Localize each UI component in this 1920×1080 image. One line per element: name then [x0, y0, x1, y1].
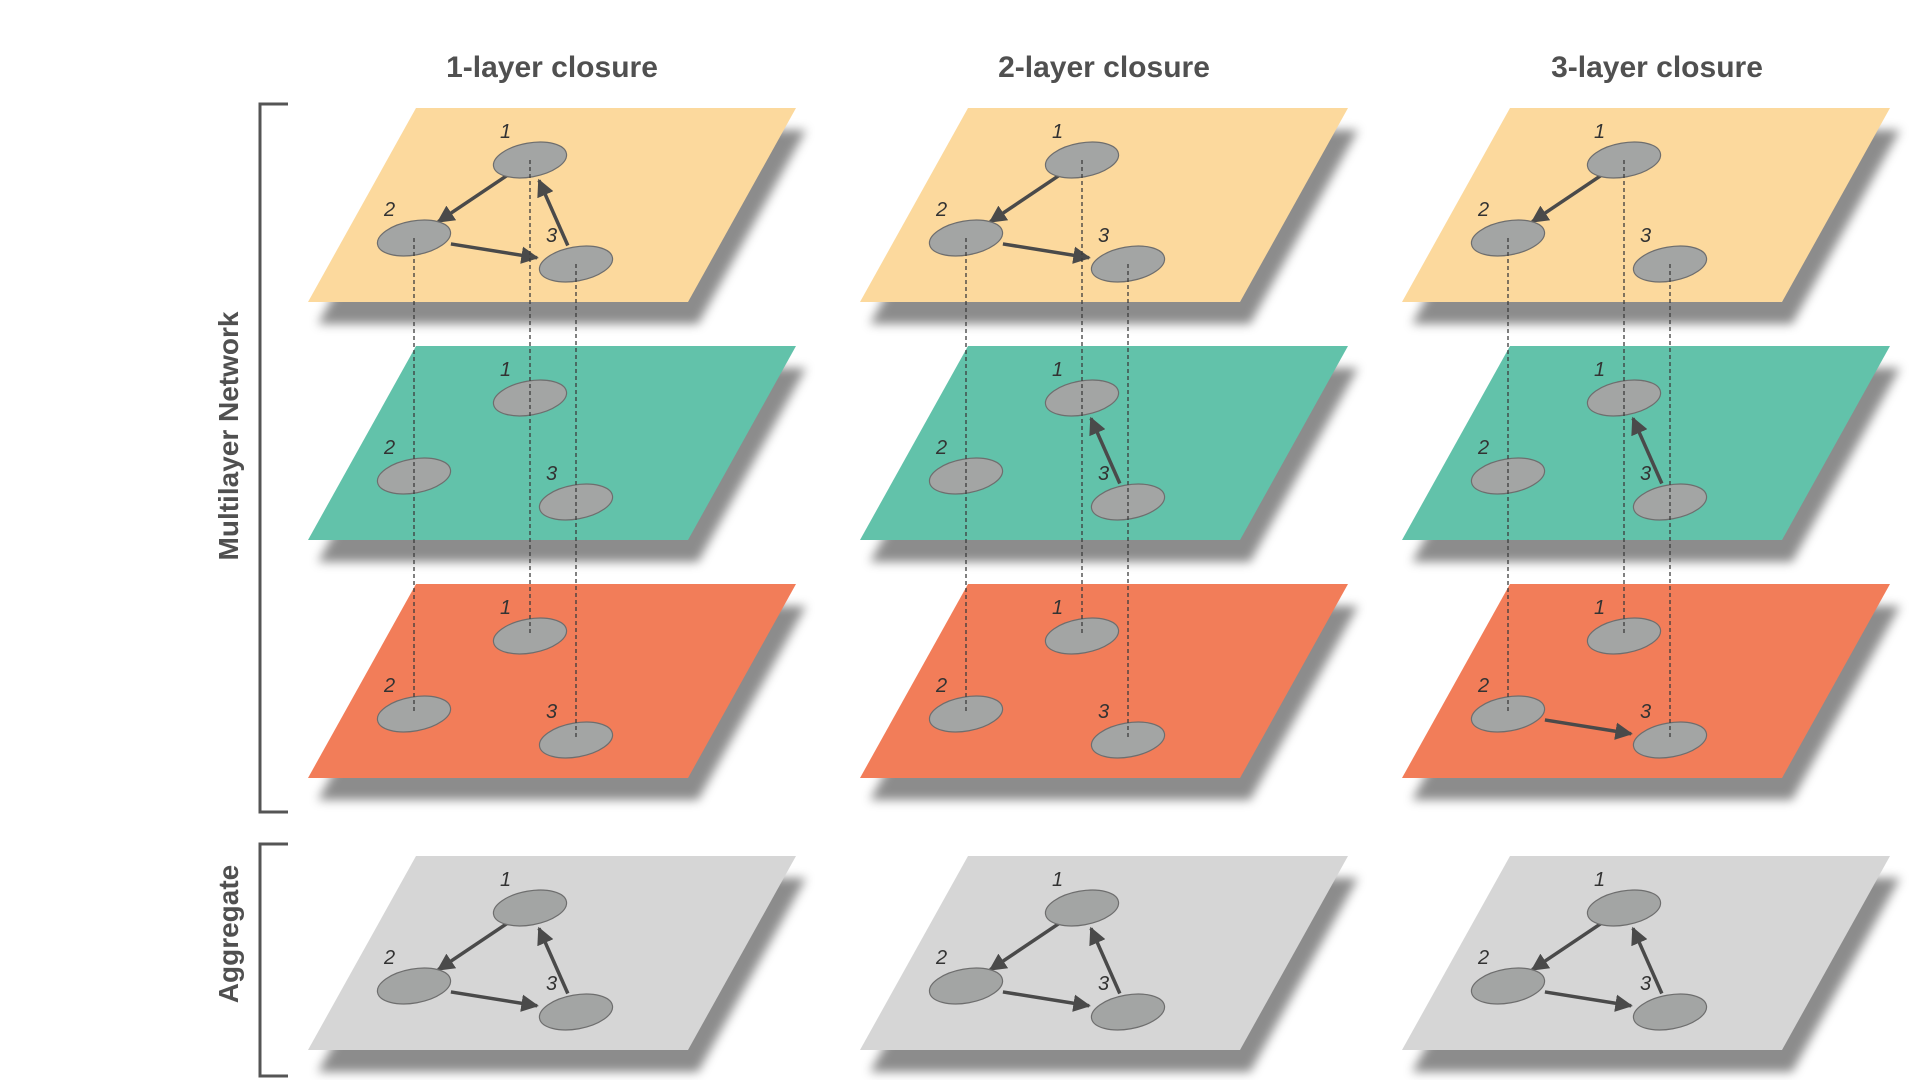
multilayer-label: Multilayer Network: [213, 311, 244, 560]
col1-layer1-node-label-1: 1: [500, 121, 511, 143]
col3-aggregate-node-label-2: 2: [1477, 947, 1489, 969]
col2-layer3-node-3: [1090, 721, 1166, 759]
col1-layer3-node-1: [492, 617, 568, 655]
col1-layer1-plane: [308, 108, 796, 302]
col3-aggregate-node-label-3: 3: [1640, 973, 1651, 995]
col2-layer3-node-2: [928, 695, 1004, 733]
col3-layer3-node-label-2: 2: [1477, 675, 1489, 697]
col2-layer2-node-label-2: 2: [935, 437, 947, 459]
multilayer-bracket: [258, 102, 288, 814]
col2-layer1-edge-1: [988, 173, 1061, 224]
col3-aggregate-node-label-1: 1: [1594, 869, 1605, 891]
col2-aggregate-node-3: [1090, 993, 1166, 1031]
col1-layer3-node-2: [376, 695, 452, 733]
col2-layer1-plane: [860, 108, 1348, 302]
col1-layer2-node-label-2: 2: [383, 437, 395, 459]
col2-layer3-node-1: [1044, 617, 1120, 655]
col3-layer1-node-label-1: 1: [1594, 121, 1605, 143]
col3-layer3-plane: [1402, 584, 1890, 778]
col3-aggregate-node-1: [1586, 889, 1662, 927]
col3-aggregate-node-3: [1632, 993, 1708, 1031]
col1-aggregate-node-2: [376, 967, 452, 1005]
col2-aggregate-plane: [860, 856, 1348, 1050]
col1-layer3-plane: [308, 584, 796, 778]
col1-layer1-node-label-3: 3: [546, 225, 557, 247]
col3-layer2-node-label-2: 2: [1477, 437, 1489, 459]
col3-layer3-edge-1: [1544, 718, 1633, 740]
col3-layer1-node-label-3: 3: [1640, 225, 1651, 247]
column-title-3: 3-layer closure: [1551, 51, 1763, 84]
col3-aggregate-plane: [1402, 856, 1890, 1050]
col1-layer1-edge-1: [436, 173, 509, 224]
col2-layer1-node-label-3: 3: [1098, 225, 1109, 247]
col2-layer2-edge-1: [1089, 416, 1122, 485]
col3-layer3-node-1: [1586, 617, 1662, 655]
col3-layer2-edge-1: [1631, 416, 1664, 485]
column-title-1: 1-layer closure: [446, 51, 658, 84]
col1-aggregate-edge-2: [450, 990, 539, 1012]
panels: 1 2 3 1 2 3 1 2 3 1 2 3 1 2 3 1 2 3 1 2 3 1 2 3 1 2 3 1 2 3 1 2 3 1 2 3: [308, 108, 1900, 1072]
col3-layer3-node-3: [1632, 721, 1708, 759]
col2-aggregate-node-label-3: 3: [1098, 973, 1109, 995]
col1-layer2-node-label-1: 1: [500, 359, 511, 381]
col3-aggregate-edge-1: [1530, 921, 1603, 972]
col1-aggregate-node-label-1: 1: [500, 869, 511, 891]
col2-aggregate-node-2: [928, 967, 1004, 1005]
col3-aggregate-node-2: [1470, 967, 1546, 1005]
col3-layer3-node-2: [1470, 695, 1546, 733]
col3-layer1-node-label-2: 2: [1477, 199, 1489, 221]
col3-layer1-edge-1: [1530, 173, 1603, 224]
col2-aggregate-edge-1: [988, 921, 1061, 972]
col2-layer3-node-label-2: 2: [935, 675, 947, 697]
col3-aggregate-edge-2: [1544, 990, 1633, 1012]
col2-layer1-node-label-1: 1: [1052, 121, 1063, 143]
col2-layer1-edge-2: [1002, 242, 1091, 264]
col2-layer2-node-label-3: 3: [1098, 463, 1109, 485]
col1-aggregate-node-label-3: 3: [546, 973, 557, 995]
aggregate-label: Aggregate: [213, 865, 244, 1003]
col1-layer2-plane: [308, 346, 796, 540]
col1-aggregate-node-label-2: 2: [383, 947, 395, 969]
col3-layer3-node-label-3: 3: [1640, 701, 1651, 723]
col1-aggregate-edge-3: [537, 926, 570, 995]
col1-layer3-node-3: [538, 721, 614, 759]
col2-layer3-node-label-1: 1: [1052, 597, 1063, 619]
column-title-2: 2-layer closure: [998, 51, 1210, 84]
col1-aggregate-node-1: [492, 889, 568, 927]
col2-aggregate-node-label-1: 1: [1052, 869, 1063, 891]
col1-layer1-node-label-2: 2: [383, 199, 395, 221]
col3-layer3-node-label-1: 1: [1594, 597, 1605, 619]
col2-layer2-plane: [860, 346, 1348, 540]
col1-layer1-edge-2: [450, 242, 539, 264]
col3-aggregate-edge-3: [1631, 926, 1664, 995]
col1-layer3-node-label-3: 3: [546, 701, 557, 723]
col1-aggregate-edge-1: [436, 921, 509, 972]
col1-aggregate-node-3: [538, 993, 614, 1031]
col2-layer2-node-label-1: 1: [1052, 359, 1063, 381]
col1-aggregate-plane: [308, 856, 796, 1050]
col2-aggregate-node-label-2: 2: [935, 947, 947, 969]
col2-layer3-node-label-3: 3: [1098, 701, 1109, 723]
col3-layer2-plane: [1402, 346, 1890, 540]
aggregate-bracket: [258, 842, 288, 1078]
col3-layer2-node-label-1: 1: [1594, 359, 1605, 381]
col1-layer1-edge-3: [537, 178, 570, 247]
col2-layer1-node-label-2: 2: [935, 199, 947, 221]
col1-layer3-node-label-1: 1: [500, 597, 511, 619]
col2-aggregate-edge-3: [1089, 926, 1122, 995]
col3-layer1-plane: [1402, 108, 1890, 302]
col3-layer2-node-label-3: 3: [1640, 463, 1651, 485]
col2-layer3-plane: [860, 584, 1348, 778]
col1-layer2-node-label-3: 3: [546, 463, 557, 485]
col2-aggregate-edge-2: [1002, 990, 1091, 1012]
col2-aggregate-node-1: [1044, 889, 1120, 927]
col1-layer3-node-label-2: 2: [383, 675, 395, 697]
